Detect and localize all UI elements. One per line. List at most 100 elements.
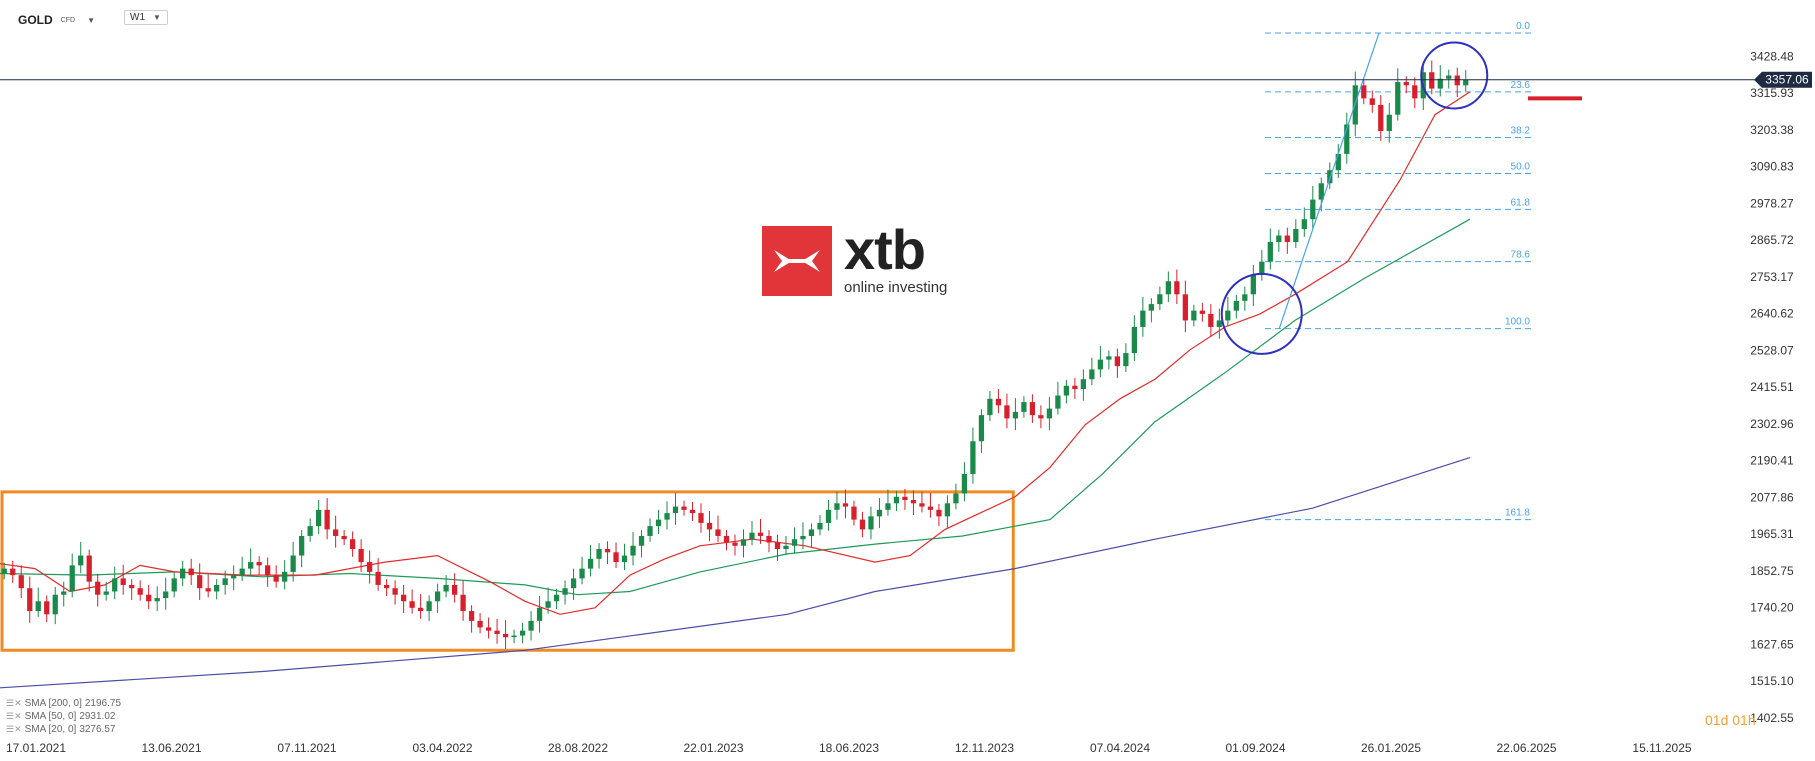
x-tick-label: 18.06.2023	[819, 741, 879, 755]
candle-body	[876, 509, 883, 517]
y-tick-label: 3090.83	[1750, 160, 1794, 174]
timeframe-dropdown[interactable]: W1 ▼	[124, 10, 168, 25]
candle-body	[1055, 395, 1061, 409]
symbol-name: GOLD	[18, 13, 53, 27]
y-tick-label: 3315.93	[1750, 86, 1794, 100]
list-icon: ☰✕	[6, 711, 22, 721]
candle-body	[1310, 199, 1316, 220]
candle-body	[180, 568, 186, 579]
candle-body	[188, 568, 194, 576]
candle-body	[1293, 228, 1299, 243]
candle-body	[689, 509, 696, 514]
candle-body	[808, 529, 815, 536]
candle-body	[655, 519, 662, 527]
candle-body	[817, 522, 823, 530]
candle-body	[868, 516, 874, 530]
candle-body	[842, 503, 849, 507]
candle-body	[307, 526, 313, 536]
legend-row-sma20[interactable]: ☰✕ SMA [20, 0] 3276.57	[6, 723, 121, 736]
candle-body	[664, 513, 670, 520]
x-tick-label: 13.06.2021	[141, 741, 201, 755]
candle-body	[426, 601, 432, 612]
candle-body	[1029, 402, 1036, 416]
candle-body	[154, 598, 160, 602]
candle-body	[596, 549, 602, 559]
candle-body	[1429, 72, 1435, 89]
candle-body	[366, 562, 373, 572]
candle-body	[103, 591, 109, 595]
legend-row-sma50[interactable]: ☰✕ SMA [50, 0] 2931.02	[6, 710, 121, 723]
x-tick-label: 07.04.2024	[1090, 741, 1150, 755]
legend-label: SMA [20, 0]	[24, 724, 77, 735]
candle-body	[214, 584, 220, 592]
symbol-selector[interactable]: GOLD CFD ▼	[18, 9, 95, 31]
y-tick-label: 2528.07	[1750, 343, 1794, 357]
candle-body	[1199, 310, 1205, 314]
candle-body	[902, 496, 908, 501]
candle-body	[604, 549, 611, 553]
candle-body	[44, 601, 50, 615]
candle-body	[1250, 274, 1256, 295]
y-tick-label: 2640.62	[1750, 307, 1794, 321]
fib-level-label: 0.0	[1516, 21, 1530, 32]
candle-body	[197, 575, 203, 589]
candle-body	[1242, 294, 1248, 301]
candle-body	[800, 535, 806, 540]
y-tick-label: 2753.17	[1750, 270, 1794, 284]
candle-body	[834, 503, 840, 510]
candle-body	[1284, 235, 1290, 243]
candle-body	[528, 620, 534, 631]
candle-body	[1454, 75, 1460, 86]
legend-value: 2196.75	[84, 698, 122, 709]
y-tick-label: 1515.10	[1750, 674, 1794, 688]
candle-body	[10, 568, 16, 576]
candle-body	[647, 526, 653, 536]
candle-body	[112, 578, 118, 592]
sma50-line	[0, 218, 1471, 596]
candle-body	[1157, 294, 1163, 305]
candle-body	[222, 578, 228, 585]
timer-hours: 01	[1732, 712, 1748, 728]
symbol-type: CFD	[60, 16, 76, 24]
candle-body	[774, 542, 781, 550]
candle-body	[1182, 294, 1188, 321]
timer-days: 01	[1705, 712, 1721, 728]
candle-body	[1114, 356, 1121, 367]
legend-row-sma200[interactable]: ☰✕ SMA [200, 0] 2196.75	[6, 697, 121, 710]
candle-body	[732, 542, 738, 546]
candle-body	[944, 503, 951, 517]
x-tick-label: 22.01.2023	[683, 741, 743, 755]
axes: 3428.48 3315.93 3203.38 3090.83 2978.27 2865.…	[6, 49, 1794, 755]
y-tick-label: 1740.20	[1750, 601, 1794, 615]
candle-body	[910, 500, 917, 504]
legend-label: SMA [50, 0]	[24, 711, 77, 722]
xtb-logo-icon	[762, 226, 832, 296]
x-tick-label: 17.01.2021	[6, 741, 66, 755]
candle-body	[1131, 326, 1137, 354]
candle-body	[1174, 281, 1180, 295]
current-price-label: 3357.06	[1765, 73, 1809, 87]
candle-body	[392, 588, 398, 595]
candle-body	[995, 398, 1002, 406]
candle-body	[1437, 78, 1443, 89]
candle-body	[1344, 124, 1350, 154]
candle-body	[299, 535, 305, 556]
timer-day-unit: d	[1720, 712, 1729, 728]
candle-body	[715, 529, 721, 536]
candle-body	[400, 594, 407, 602]
indicator-legend: ☰✕ SMA [200, 0] 2196.75 ☰✕ SMA [50, 0] 2…	[6, 697, 121, 736]
x-tick-label: 22.06.2025	[1496, 741, 1556, 755]
candle-body	[1335, 153, 1341, 171]
fib-level-label: 23.6	[1511, 80, 1531, 91]
candle-body	[783, 545, 789, 550]
fib-level-label: 50.0	[1511, 161, 1531, 172]
fib-level-label: 38.2	[1511, 126, 1531, 137]
candle-body	[1412, 85, 1418, 99]
candle-body	[978, 415, 985, 442]
candle-body	[1123, 353, 1129, 367]
candle-body	[511, 635, 517, 638]
xtb-logo: xtb online investing	[762, 222, 947, 296]
candle-body	[239, 568, 245, 576]
candlesticks	[1, 60, 1469, 649]
fib-level-label: 78.6	[1511, 250, 1531, 261]
